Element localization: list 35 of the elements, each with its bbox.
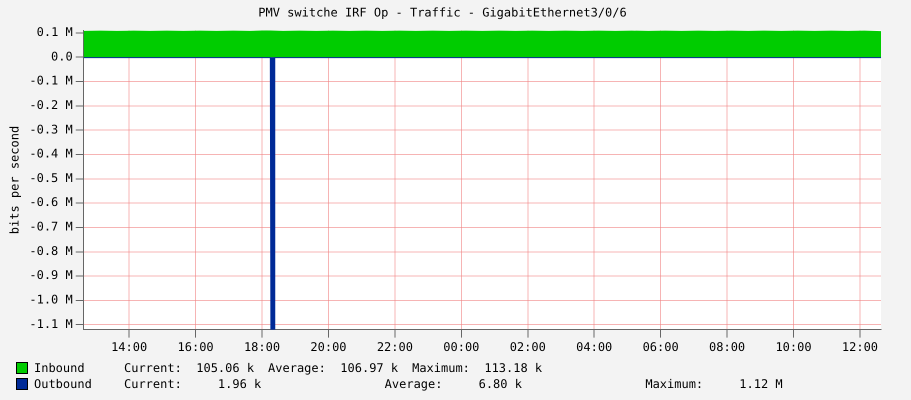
x-tick-label: 12:00 xyxy=(842,340,878,354)
y-tick-label: -0.7 M xyxy=(29,220,73,234)
x-tick-label: 02:00 xyxy=(510,340,546,354)
x-tick-label: 18:00 xyxy=(244,340,280,354)
x-tick-label: 22:00 xyxy=(376,340,413,354)
y-axis-title: bits per second xyxy=(7,126,22,234)
x-tick-label: 14:00 xyxy=(111,340,148,354)
text: Average: 106.97 k xyxy=(268,361,398,375)
y-tick-label: 0.0 xyxy=(51,49,73,64)
text: Maximum: 1.12 M xyxy=(645,377,784,391)
chart-title: PMV switche IRF Op - Traffic - GigabitEthernet3/0/6 xyxy=(258,5,627,20)
text: Current: 1.96 k xyxy=(124,377,262,391)
y-tick-label: -0.4 M xyxy=(29,146,73,161)
x-tick-label: 20:00 xyxy=(310,340,347,354)
y-tick-label: 0.1 M xyxy=(36,24,73,39)
legend-label: Outbound xyxy=(34,377,93,391)
y-tick-label: -0.5 M xyxy=(29,170,73,185)
x-tick-label: 10:00 xyxy=(775,340,812,354)
y-tick-label: -0.6 M xyxy=(29,195,73,210)
x-tick-label: 04:00 xyxy=(576,340,612,354)
y-tick-label: -1.1 M xyxy=(29,316,73,331)
y-tick-label: -0.3 M xyxy=(29,122,73,136)
text: Current: 105.06 k xyxy=(124,361,254,375)
legend-label: Inbound xyxy=(34,361,86,375)
x-tick-label: 00:00 xyxy=(443,340,480,354)
y-tick-label: -0.8 M xyxy=(29,244,73,258)
y-tick-label: -0.9 M xyxy=(29,268,73,282)
x-tick-label: 08:00 xyxy=(709,340,746,354)
text: Average: 6.80 k xyxy=(384,377,523,391)
y-tick-label: -0.1 M xyxy=(29,74,73,88)
text: Maximum: 113.18 k xyxy=(412,361,542,375)
y-tick-label: -1.0 M xyxy=(29,292,73,307)
x-tick-label: 06:00 xyxy=(642,340,679,354)
x-tick-label: 16:00 xyxy=(178,340,214,354)
y-tick-label: -0.2 M xyxy=(29,98,73,112)
